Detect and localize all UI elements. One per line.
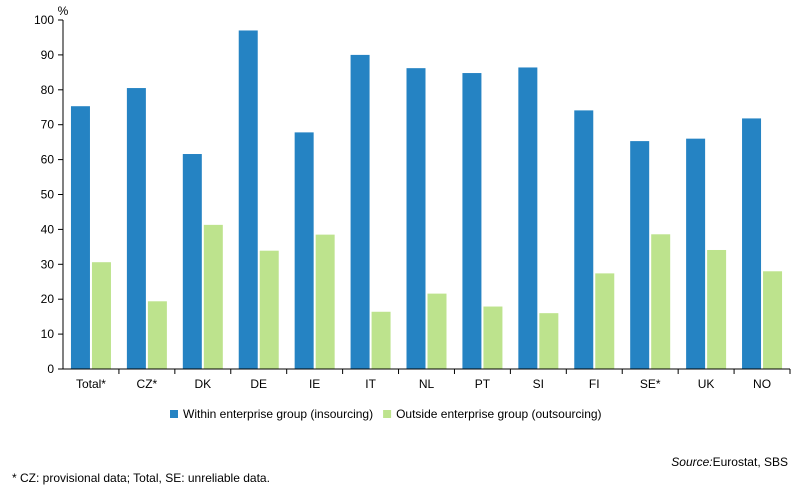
x-tick-label: CZ* [137, 377, 158, 391]
bar-outsourcing [763, 271, 783, 369]
y-tick-label: 50 [41, 188, 55, 202]
bar-outsourcing [91, 262, 111, 369]
x-tick-label: DK [194, 377, 211, 391]
x-tick-label: PT [475, 377, 491, 391]
x-tick-label: SI [533, 377, 544, 391]
x-tick-label: UK [698, 377, 715, 391]
bar-insourcing [70, 106, 90, 369]
x-tick-label: FI [589, 377, 600, 391]
y-tick-label: 100 [34, 13, 54, 27]
x-axis-labels: Total* CZ* DK DE IE IT NL PT SI FI SE* UK NO [76, 369, 791, 391]
bar-outsourcing [259, 250, 279, 369]
bar-insourcing [742, 118, 762, 369]
y-tick-label: 70 [41, 118, 55, 132]
y-tick-label: 40 [41, 222, 55, 236]
source-text: Eurostat, SBS [712, 455, 788, 469]
x-tick-label: SE* [640, 377, 661, 391]
legend-label: Outside enterprise group (outsourcing) [396, 407, 601, 421]
bar-outsourcing [427, 293, 447, 369]
bar-outsourcing [707, 249, 727, 369]
x-tick-label: Total* [76, 377, 106, 391]
y-tick-label: 0 [47, 362, 54, 376]
source-note: Source:Eurostat, SBS [671, 455, 788, 469]
legend-swatch [170, 410, 178, 418]
bar-outsourcing [315, 234, 335, 369]
bar-chart: 0 10 20 30 40 50 60 70 80 90 100 % Total* CZ* DK DE IE… [34, 4, 791, 421]
y-tick-label: 10 [41, 327, 55, 341]
y-tick-label: 60 [41, 153, 55, 167]
x-tick-label: IE [309, 377, 320, 391]
y-tick-label: 80 [41, 83, 55, 97]
bar-outsourcing [483, 306, 503, 369]
x-tick-label: NL [419, 377, 435, 391]
bar-outsourcing [651, 234, 671, 369]
y-tick-label: 30 [41, 257, 55, 271]
bar-insourcing [406, 68, 426, 370]
bar-insourcing [126, 88, 146, 370]
bar-insourcing [182, 154, 202, 369]
footnote: * CZ: provisional data; Total, SE: unrel… [12, 471, 270, 485]
bar-insourcing [294, 132, 314, 369]
bar-insourcing [350, 54, 370, 370]
bar-outsourcing [371, 311, 391, 369]
source-label: Source: [671, 455, 713, 469]
y-axis-ticks: 0 10 20 30 40 50 60 70 80 90 100 [34, 13, 63, 376]
x-tick-label: DE [250, 377, 267, 391]
bar-outsourcing [147, 301, 167, 369]
y-tick-label: 90 [41, 48, 55, 62]
bars-group [70, 30, 783, 370]
bar-insourcing [238, 30, 258, 369]
bar-insourcing [630, 141, 650, 369]
bar-outsourcing [539, 313, 559, 369]
bar-outsourcing [595, 273, 615, 369]
bar-outsourcing [203, 224, 223, 369]
bar-insourcing [462, 73, 482, 369]
x-tick-label: NO [753, 377, 771, 391]
legend: Within enterprise group (insourcing) Outs… [170, 407, 602, 421]
bar-insourcing [686, 138, 706, 369]
bar-insourcing [518, 67, 538, 370]
y-tick-label: 20 [41, 292, 55, 306]
bar-insourcing [574, 110, 594, 370]
x-tick-label: IT [365, 377, 376, 391]
legend-label: Within enterprise group (insourcing) [183, 407, 373, 421]
y-axis-unit-label: % [58, 4, 69, 18]
legend-swatch [383, 410, 392, 418]
